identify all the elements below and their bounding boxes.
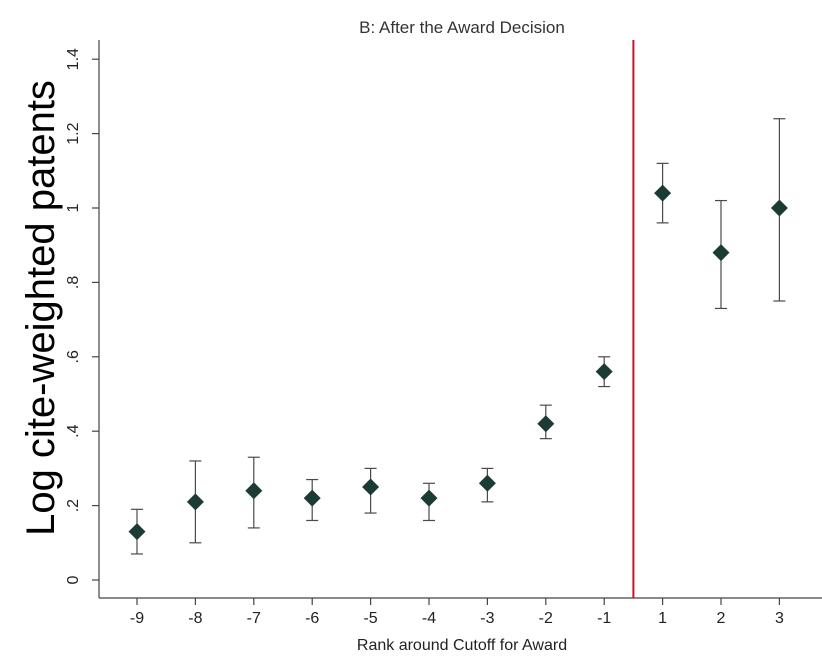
data-point — [303, 489, 321, 507]
data-point — [537, 415, 555, 433]
y-tick-label: 1 — [65, 203, 82, 212]
data-point — [186, 493, 204, 511]
x-tick-label: -9 — [130, 610, 144, 627]
y-tick-label: 1.4 — [65, 48, 82, 70]
x-tick-label: -5 — [363, 610, 377, 627]
y-tick-label: .2 — [65, 499, 82, 512]
data-point — [478, 474, 496, 492]
x-tick-label: -6 — [305, 610, 319, 627]
y-axis-label: Log cite-weighted patents — [19, 80, 63, 536]
y-tick-label: .8 — [65, 276, 82, 289]
data-point — [362, 478, 380, 496]
data-point — [128, 523, 146, 541]
x-tick-label: -1 — [597, 610, 611, 627]
y-tick-label: 0 — [65, 575, 82, 584]
x-axis-label: Rank around Cutoff for Award — [357, 637, 567, 654]
y-tick-label: 1.2 — [65, 122, 82, 144]
y-tick-label: .6 — [65, 350, 82, 363]
data-point — [245, 482, 263, 500]
data-point — [770, 199, 788, 217]
data-point — [595, 363, 613, 381]
y-ticks: 0 .2 .4 .6 .8 1 1.2 1.4 — [65, 48, 99, 584]
x-tick-label: -7 — [247, 610, 261, 627]
x-tick-label: 3 — [775, 610, 784, 627]
data-point — [420, 489, 438, 507]
x-tick-label: 1 — [658, 610, 667, 627]
x-tick-label: -2 — [539, 610, 553, 627]
data-marks — [128, 118, 788, 555]
data-point — [654, 184, 672, 202]
x-tick-label: -4 — [422, 610, 436, 627]
y-tick-label: .4 — [65, 424, 82, 437]
x-ticks: -9 -8 -7 -6 -5 -4 -3 -2 -1 1 2 3 — [130, 598, 784, 627]
x-tick-label: -3 — [480, 610, 494, 627]
data-point — [712, 244, 730, 262]
x-tick-label: -8 — [188, 610, 202, 627]
chart-title: B: After the Award Decision — [359, 18, 565, 37]
x-tick-label: 2 — [717, 610, 726, 627]
